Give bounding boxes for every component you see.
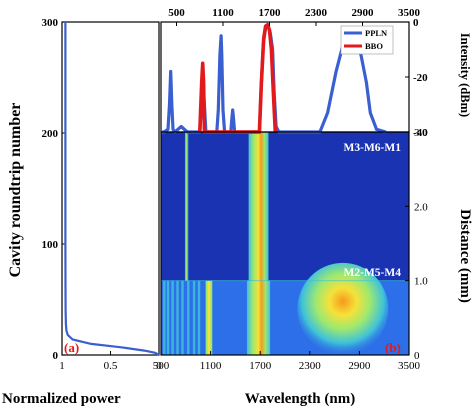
intensity-ytick-label: -20 <box>413 72 428 84</box>
wavelength-xtick-label: 1700 <box>249 360 272 372</box>
legend: PPLN BBO <box>340 25 394 55</box>
spectrum-xtick-label: 2300 <box>305 7 328 19</box>
distance-ytick-label: 2.0 <box>414 201 428 213</box>
legend-box <box>340 25 394 55</box>
intensity-ytick-label: -40 <box>413 127 428 139</box>
wavelength-xtick-label: 2900 <box>348 360 371 372</box>
annotation-m2-m5-m4: M2-M5-M4 <box>344 267 402 279</box>
legend-label-bbo: BBO <box>365 41 383 51</box>
panel-a-ytick-label: 0 <box>53 350 59 362</box>
panel-a-label: (a) <box>64 340 79 355</box>
heatmap-frame <box>160 131 410 356</box>
distance-axis-label: Distance (mm) <box>457 209 473 303</box>
heatmap-stripe <box>176 280 179 355</box>
panel-a-frame <box>61 21 160 356</box>
distance-ytick-label: 3.0 <box>414 127 428 139</box>
heatmap-stripe <box>163 280 166 355</box>
wavelength-xtick-label: 500 <box>153 360 170 372</box>
annotation-m3-m6-m1: M3-M6-M1 <box>344 142 402 154</box>
heatmap-layer <box>161 132 409 355</box>
wavelength-xtick-label: 2300 <box>299 360 322 372</box>
spectrum-line-bbo <box>198 23 278 134</box>
intensity-axis-label: Intensity (dBm) <box>458 33 472 117</box>
wavelength-xtick-label: 1100 <box>200 360 222 372</box>
intensity-ytick-label: 0 <box>413 17 419 29</box>
heatmap-stripe <box>166 280 170 355</box>
spectrum-xtick-label: 1700 <box>259 7 282 19</box>
spectrum-xtick-label: 1100 <box>212 7 234 19</box>
panel-a-ticks: 0 100 200 300 1 0.5 0 <box>42 17 163 372</box>
panel-a-ytick-label: 100 <box>42 239 59 251</box>
heatmap-stripe <box>181 280 184 355</box>
spectrum-xtick-label: 500 <box>168 7 185 19</box>
heatmap-band-1080nm-core <box>207 280 211 355</box>
legend-label-ppln: PPLN <box>365 28 388 38</box>
panel-a-ytick-label: 200 <box>42 128 59 140</box>
wavelength-xtick-label: 3500 <box>398 360 421 372</box>
heatmap-stripe <box>187 280 190 355</box>
wavelength-axis-label: Wavelength (nm) <box>245 391 355 407</box>
panel-a-ylabel: Cavity roundtrip number <box>7 103 24 278</box>
heatmap-band-800nm-core <box>185 132 188 281</box>
spectrum-xtick-label: 2900 <box>352 7 375 19</box>
panel-a-xlabel: Normalized power <box>2 391 121 407</box>
heatmap-band-1700nm <box>248 132 269 281</box>
panel-a-xtick-label: 1 <box>59 360 65 372</box>
heatmap-stripe <box>171 280 174 355</box>
panel-a-power-curve <box>64 22 160 356</box>
heatmap-band-1700nm-lower <box>246 280 271 355</box>
panel-a-xtick-label: 0 <box>156 360 162 372</box>
panel-a-ytick-label: 300 <box>42 17 59 29</box>
spectrum-xtick-label: 3500 <box>398 7 421 19</box>
heatmap-blob-2700nm <box>297 262 389 355</box>
heatmap-stripe <box>192 280 196 355</box>
panel-b-label: (b) <box>385 340 401 355</box>
panel-a-xtick-label: 0.5 <box>104 360 118 372</box>
heatmap-stripe <box>197 280 201 355</box>
distance-ytick-label: 0 <box>414 350 420 362</box>
distance-ytick-label: 1.0 <box>414 276 428 288</box>
